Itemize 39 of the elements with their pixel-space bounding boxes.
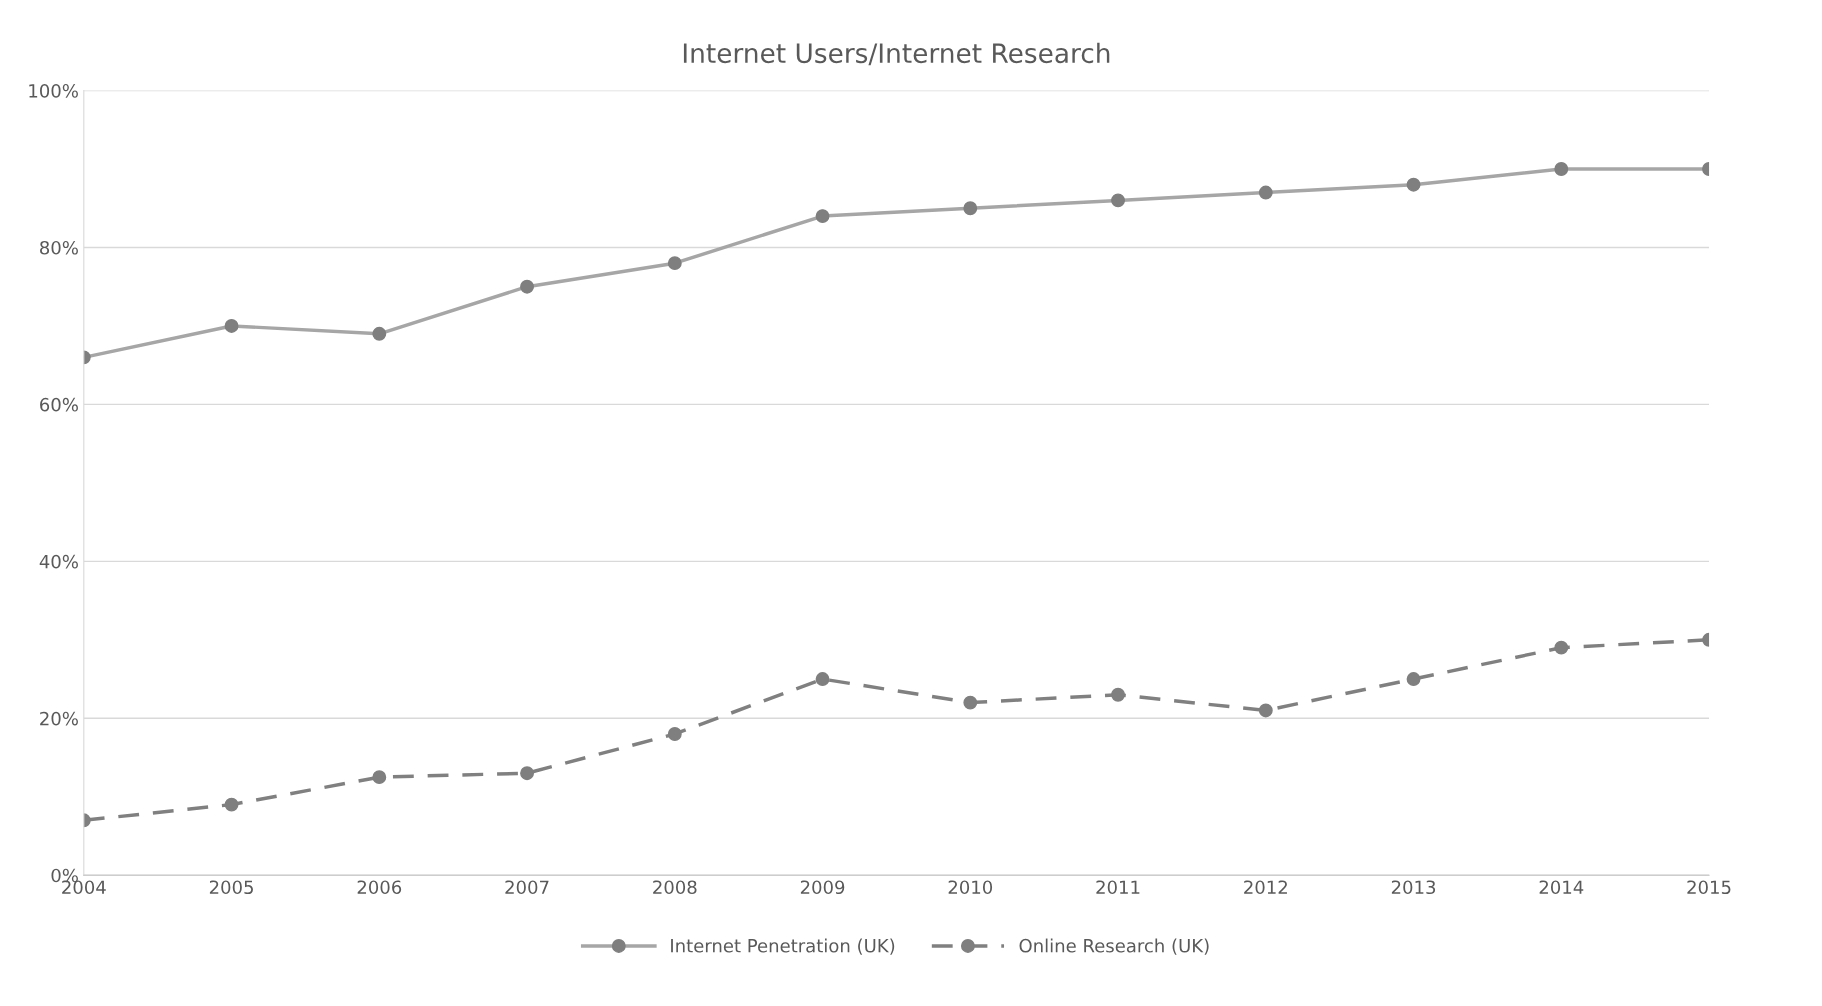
chart-title: Internet Users/Internet Research: [683, 42, 1110, 66]
point: [963, 201, 978, 216]
x-tick-label: 2010: [948, 880, 993, 895]
point: [372, 770, 387, 785]
x-tick-label: 2011: [1096, 880, 1140, 895]
legend-label: Internet Penetration (UK): [671, 938, 895, 955]
point: [815, 672, 830, 686]
y-tick-label: 100%: [29, 84, 78, 98]
point: [1258, 185, 1273, 200]
point: [520, 766, 535, 781]
x-tick-label: 2014: [1539, 880, 1584, 895]
x-tick-label: 2015: [1687, 880, 1731, 895]
x-tick-label: 2012: [1244, 880, 1287, 895]
point: [667, 727, 682, 741]
point: [1406, 177, 1421, 192]
point: [963, 695, 978, 710]
point: [1111, 193, 1125, 208]
point: [1258, 703, 1273, 718]
point: [1406, 672, 1421, 686]
y-tick-label: 60%: [40, 397, 78, 412]
y-tick-label: 20%: [40, 711, 78, 726]
x-tick-label: 2013: [1391, 880, 1436, 895]
point: [1554, 640, 1569, 655]
point: [224, 797, 239, 812]
point: [667, 256, 682, 271]
x-tick-label: 2007: [505, 880, 549, 895]
point: [1554, 162, 1569, 176]
point: [372, 326, 387, 341]
x-tick-label: 2009: [800, 880, 845, 895]
point: [224, 318, 239, 333]
legend-label: Online Research (UK): [1019, 938, 1209, 955]
x-tick-label: 2008: [653, 880, 697, 895]
point: [1111, 687, 1125, 702]
point: [520, 279, 535, 294]
y-tick-label: 80%: [40, 240, 78, 255]
x-tick-label: 2005: [209, 880, 253, 895]
y-tick-label: 40%: [39, 554, 78, 569]
point: [815, 209, 830, 224]
x-tick-label: 2006: [357, 880, 402, 895]
